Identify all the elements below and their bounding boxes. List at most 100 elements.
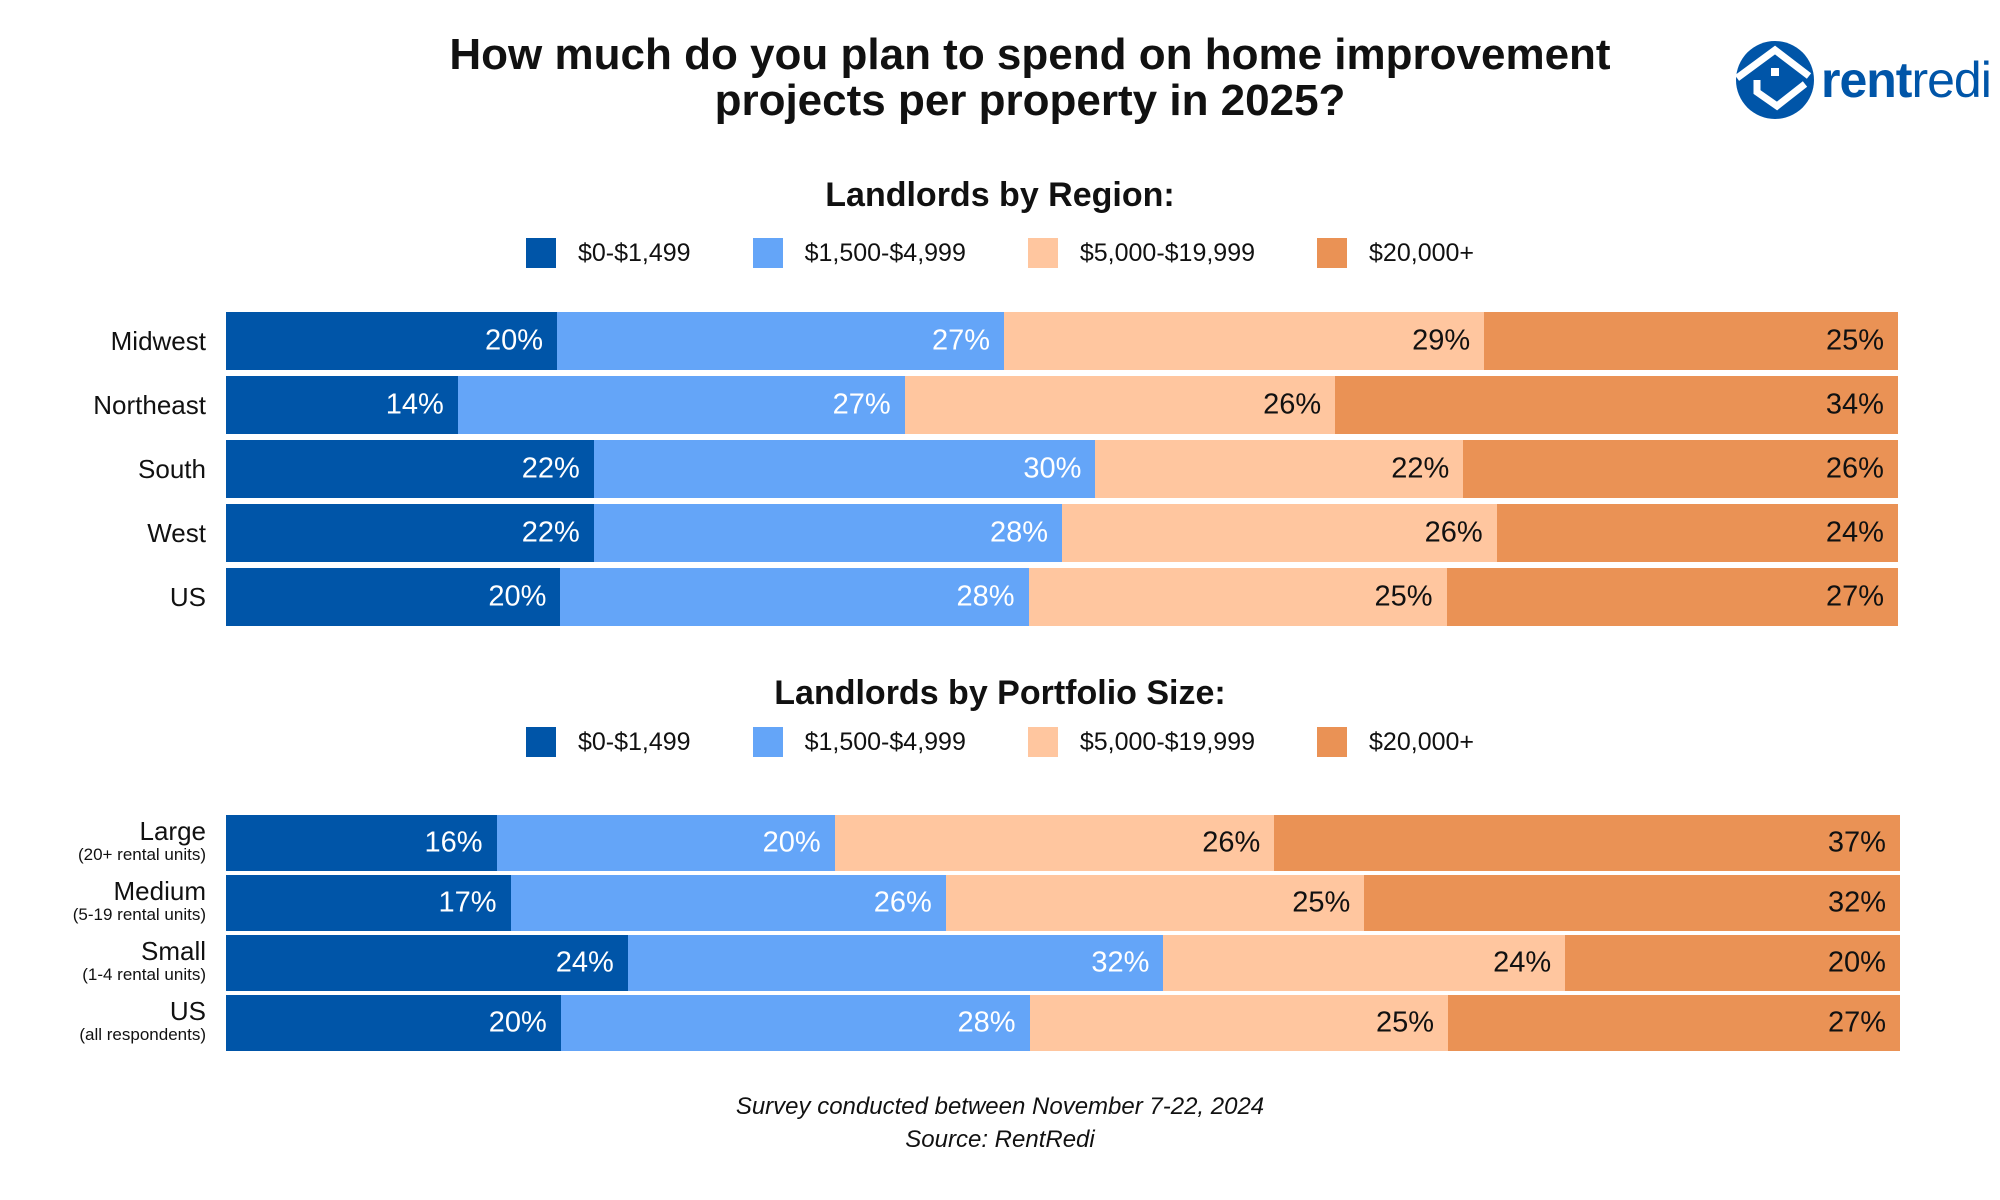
bar-segment: 37% [1274, 815, 1900, 871]
bar-segment: 28% [560, 568, 1029, 626]
bar-segment: 25% [1484, 312, 1898, 370]
category-sublabel: (5-19 rental units) [72, 905, 206, 924]
bar-segment: 22% [1095, 440, 1464, 498]
stacked-bar: 20% 28% 25% 27% [226, 568, 1898, 626]
title-line-2: projects per property in 2025? [714, 76, 1346, 125]
data-label: 28% [957, 1006, 1016, 1039]
legend-swatch [1317, 238, 1348, 268]
data-label: 32% [1091, 946, 1150, 979]
bar-segment: 26% [834, 815, 1275, 871]
bar-segment: 26% [1061, 504, 1497, 562]
chart-title: How much do you plan to spend on home im… [300, 32, 1760, 124]
data-label: 16% [424, 826, 483, 859]
category-label: South [138, 454, 206, 484]
legend-item: $0-$1,499 [525, 727, 691, 757]
bar-segment: 26% [1463, 440, 1898, 498]
data-label: 22% [521, 516, 580, 549]
source: Source: RentRedi [905, 1126, 1095, 1153]
bar-segment: 25% [1028, 568, 1447, 626]
data-label: 20% [762, 826, 821, 859]
data-label: 26% [1825, 452, 1884, 485]
data-label: 26% [873, 886, 932, 919]
portfolio-legend: $0-$1,499 $1,500-$4,999 $5,000-$19,999 $20,… [0, 727, 2000, 757]
data-label: 27% [1825, 580, 1884, 613]
legend-item: $20,000+ [1317, 727, 1474, 757]
row-label: US (all respondents) [79, 997, 206, 1045]
data-label: 20% [488, 1006, 547, 1039]
bar-segment: 25% [945, 875, 1365, 931]
legend-label: $20,000+ [1369, 238, 1474, 267]
legend-label: $0-$1,499 [577, 238, 691, 267]
legend-item: $1,500-$4,999 [752, 238, 966, 268]
data-label: 24% [555, 946, 614, 979]
data-label: 32% [1827, 886, 1886, 919]
rentredi-logo: rentredi [1735, 38, 2000, 122]
data-label: 25% [1825, 324, 1884, 357]
legend-swatch [525, 238, 556, 268]
legend-swatch [752, 238, 783, 268]
bar-segment: 29% [1004, 312, 1485, 370]
category-label: Small [140, 936, 206, 966]
bar-segment: 20% [1565, 935, 1900, 991]
data-label: 22% [521, 452, 580, 485]
legend-item: $1,500-$4,999 [752, 727, 966, 757]
house-in-circle-icon [1735, 41, 1814, 119]
data-label: 26% [1424, 516, 1483, 549]
data-label: 17% [438, 886, 497, 919]
bar-segment: 22% [226, 504, 594, 562]
data-label: 25% [1292, 886, 1351, 919]
data-label: 27% [932, 324, 991, 357]
region-legend: $0-$1,499 $1,500-$4,999 $5,000-$19,999 $20,… [0, 238, 2000, 268]
data-label: 27% [1827, 1006, 1886, 1039]
legend-label: $20,000+ [1369, 727, 1474, 756]
title-line-1: How much do you plan to spend on home im… [449, 30, 1611, 79]
logo-wordmark: rentredi [1821, 52, 1992, 108]
stacked-bar: 16% 20% 26% 37% [226, 815, 1900, 871]
bar-segment: 27% [557, 312, 1005, 370]
data-label: 26% [1263, 388, 1322, 421]
legend-item: $0-$1,499 [525, 238, 691, 268]
legend-label: $1,500-$4,999 [804, 238, 966, 267]
stacked-bar: 22% 28% 26% 24% [226, 504, 1898, 562]
row-label: Small (1-4 rental units) [82, 937, 206, 985]
category-sublabel: (20+ rental units) [77, 845, 206, 864]
data-label: 20% [1827, 946, 1886, 979]
legend-swatch [752, 727, 783, 757]
data-label: 37% [1827, 826, 1886, 859]
bar-segment: 26% [904, 376, 1336, 434]
stacked-bar: 20% 28% 25% 27% [226, 995, 1900, 1051]
category-label: US [169, 582, 206, 612]
stacked-bar: 17% 26% 25% 32% [226, 875, 1900, 931]
data-label: 26% [1202, 826, 1261, 859]
region-section-title: Landlords by Region: [825, 176, 1175, 214]
data-label: 25% [1375, 1006, 1435, 1039]
category-sublabel: (1-4 rental units) [82, 965, 206, 984]
data-label: 22% [1391, 452, 1450, 485]
data-label: 27% [832, 388, 891, 421]
bar-segment: 32% [627, 935, 1164, 991]
data-label: 20% [485, 324, 544, 357]
survey-dates: Survey conducted between November 7-22, … [735, 1093, 1265, 1120]
bar-segment: 25% [1029, 995, 1449, 1051]
bar-segment: 14% [226, 376, 458, 434]
bar-segment: 22% [226, 440, 594, 498]
bar-segment: 20% [226, 995, 561, 1051]
legend-label: $1,500-$4,999 [804, 727, 966, 756]
legend-item: $20,000+ [1317, 238, 1474, 268]
bar-segment: 28% [560, 995, 1030, 1051]
bar-segment: 16% [226, 815, 497, 871]
row-label: Large (20+ rental units) [78, 817, 206, 865]
bar-segment: 27% [457, 376, 905, 434]
legend-label: $5,000-$19,999 [1079, 238, 1256, 267]
category-sublabel: (all respondents) [79, 1025, 206, 1044]
footer: Survey conducted between November 7-22, … [0, 1090, 2000, 1156]
category-label: US [169, 996, 206, 1026]
row-label: Medium (5-19 rental units) [73, 877, 206, 925]
bar-segment: 24% [1163, 935, 1566, 991]
data-label: 30% [1023, 452, 1082, 485]
legend-item: $5,000-$19,999 [1027, 238, 1256, 268]
category-label: Northeast [93, 390, 206, 420]
bar-segment: 30% [593, 440, 1096, 498]
data-label: 24% [1825, 516, 1884, 549]
stacked-bar: 14% 27% 26% 34% [226, 376, 1898, 434]
